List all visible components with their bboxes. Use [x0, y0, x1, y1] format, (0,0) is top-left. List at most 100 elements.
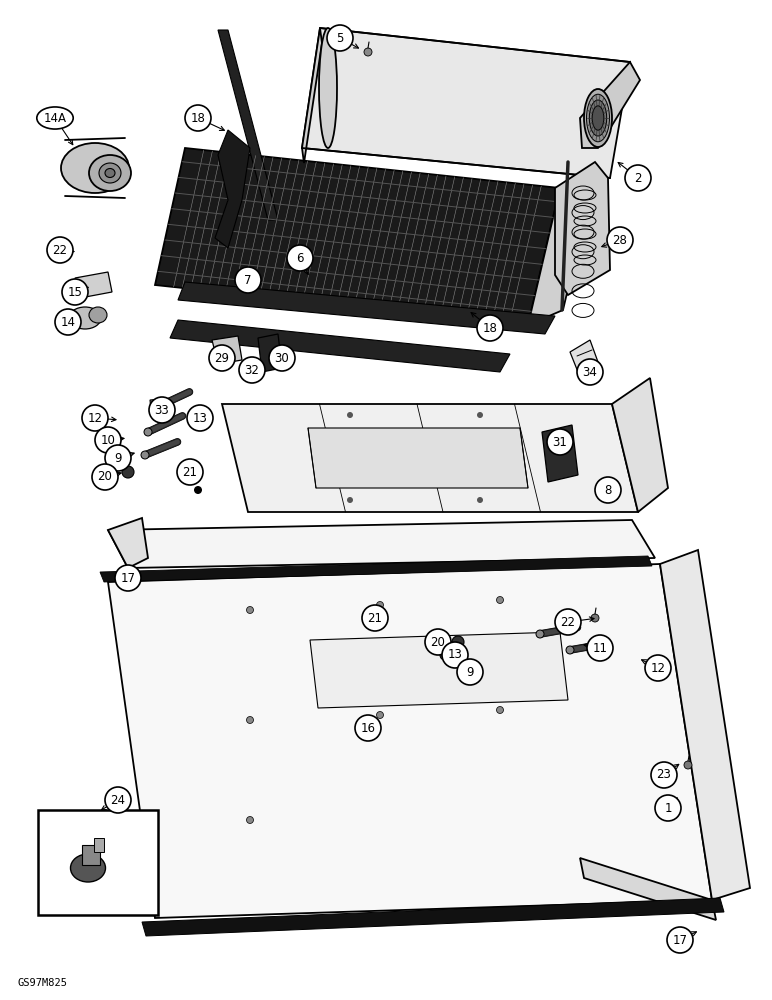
Circle shape: [347, 497, 353, 503]
Circle shape: [122, 466, 134, 478]
Circle shape: [595, 477, 621, 503]
Text: 34: 34: [583, 365, 598, 378]
Text: 18: 18: [191, 111, 205, 124]
Circle shape: [442, 642, 468, 668]
Polygon shape: [142, 898, 724, 936]
Text: 21: 21: [367, 611, 382, 624]
Circle shape: [655, 795, 681, 821]
Polygon shape: [215, 130, 250, 248]
Circle shape: [625, 165, 651, 191]
Polygon shape: [302, 28, 630, 178]
Polygon shape: [108, 518, 148, 568]
Polygon shape: [308, 428, 528, 488]
Circle shape: [141, 451, 149, 459]
Circle shape: [95, 427, 121, 453]
Text: 13: 13: [192, 412, 208, 424]
Circle shape: [452, 636, 464, 648]
Circle shape: [180, 463, 190, 473]
Circle shape: [377, 601, 384, 608]
Circle shape: [577, 359, 603, 385]
Circle shape: [536, 630, 544, 638]
Text: GS97M825: GS97M825: [18, 978, 68, 988]
Bar: [82, 845, 100, 865]
Text: 29: 29: [215, 352, 229, 364]
Circle shape: [327, 25, 353, 51]
Text: 17: 17: [672, 934, 688, 946]
Bar: [94, 838, 104, 852]
Text: 1: 1: [664, 802, 672, 814]
Circle shape: [566, 646, 574, 654]
Ellipse shape: [587, 94, 609, 142]
Circle shape: [187, 405, 213, 431]
Circle shape: [209, 345, 235, 371]
Circle shape: [591, 614, 599, 622]
Circle shape: [587, 635, 613, 661]
Ellipse shape: [37, 107, 73, 129]
Circle shape: [684, 761, 692, 769]
Circle shape: [185, 105, 211, 131]
Text: 22: 22: [560, 615, 575, 629]
Circle shape: [246, 816, 253, 824]
Text: 20: 20: [97, 471, 113, 484]
Text: 32: 32: [245, 363, 259, 376]
Circle shape: [667, 927, 693, 953]
Text: 5: 5: [337, 31, 344, 44]
Ellipse shape: [70, 854, 106, 882]
Circle shape: [362, 605, 388, 631]
Polygon shape: [580, 858, 716, 920]
Text: 12: 12: [87, 412, 103, 424]
Text: 22: 22: [52, 243, 67, 256]
Circle shape: [47, 237, 73, 263]
Circle shape: [243, 363, 253, 373]
Polygon shape: [570, 340, 598, 372]
Text: 15: 15: [68, 286, 83, 298]
Circle shape: [105, 787, 131, 813]
Text: 14: 14: [60, 316, 76, 328]
Text: 31: 31: [553, 436, 567, 448]
Circle shape: [457, 659, 483, 685]
Circle shape: [477, 497, 483, 503]
Text: 12: 12: [651, 662, 665, 674]
Text: 13: 13: [448, 648, 462, 662]
Circle shape: [355, 715, 381, 741]
Circle shape: [425, 629, 451, 655]
Text: 7: 7: [244, 273, 252, 286]
Polygon shape: [155, 148, 560, 325]
Circle shape: [144, 428, 152, 436]
Polygon shape: [258, 334, 282, 372]
Text: 6: 6: [296, 251, 303, 264]
Text: 2: 2: [635, 172, 642, 184]
Text: 20: 20: [431, 636, 445, 648]
Circle shape: [496, 596, 503, 603]
Circle shape: [651, 762, 677, 788]
Circle shape: [496, 706, 503, 714]
Bar: [150, 399, 166, 412]
Polygon shape: [75, 272, 112, 298]
Polygon shape: [580, 62, 640, 148]
Polygon shape: [108, 520, 655, 568]
Circle shape: [92, 464, 118, 490]
Polygon shape: [222, 404, 638, 512]
Polygon shape: [528, 173, 595, 325]
Text: 11: 11: [592, 642, 608, 654]
Circle shape: [194, 486, 202, 494]
Circle shape: [235, 267, 261, 293]
Polygon shape: [100, 556, 652, 582]
Text: 28: 28: [612, 233, 628, 246]
Circle shape: [115, 565, 141, 591]
Ellipse shape: [105, 168, 115, 178]
Ellipse shape: [584, 89, 612, 147]
Text: 10: 10: [100, 434, 116, 446]
Circle shape: [377, 712, 384, 718]
Ellipse shape: [99, 163, 121, 183]
Polygon shape: [612, 378, 668, 512]
Text: 30: 30: [275, 352, 290, 364]
Circle shape: [645, 655, 671, 681]
Ellipse shape: [592, 106, 604, 130]
Circle shape: [62, 279, 88, 305]
Polygon shape: [218, 30, 278, 220]
Polygon shape: [178, 282, 555, 334]
Circle shape: [105, 445, 131, 471]
Circle shape: [269, 345, 295, 371]
Text: 17: 17: [120, 572, 136, 584]
